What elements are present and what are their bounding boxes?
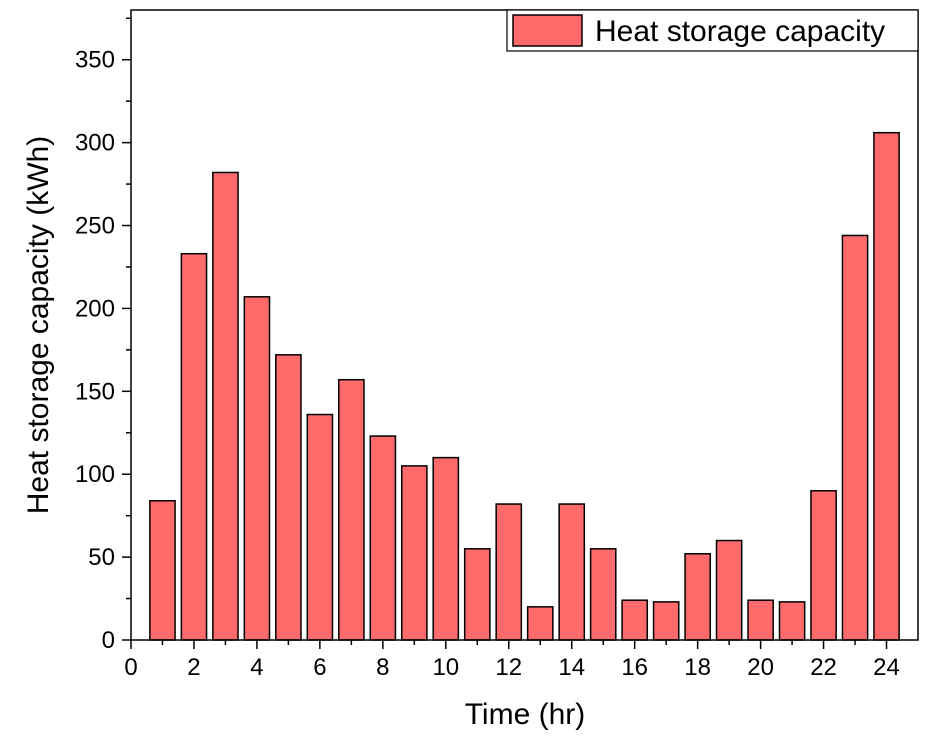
legend-swatch <box>512 14 583 47</box>
legend: Heat storage capacity <box>506 9 919 52</box>
x-tick-label: 24 <box>873 654 900 681</box>
x-tick-label: 18 <box>684 654 711 681</box>
bar-hour-17 <box>652 601 680 641</box>
x-axis-label: Time (hr) <box>465 698 586 731</box>
bar-hour-23 <box>841 234 869 641</box>
bar-hour-4 <box>243 296 271 641</box>
y-tick-label: 300 <box>75 130 115 157</box>
bar-series <box>149 131 900 641</box>
bar-hour-5 <box>275 354 302 641</box>
y-tick-label: 200 <box>75 295 115 322</box>
x-tick-label: 2 <box>187 654 200 681</box>
x-tick-label: 10 <box>432 654 459 681</box>
x-tick-label: 8 <box>376 654 389 681</box>
bar-hour-2 <box>180 252 208 641</box>
bar-hour-9 <box>400 465 428 641</box>
y-tick-label: 350 <box>75 47 115 74</box>
bar-hour-3 <box>212 171 239 641</box>
y-tick-label: 50 <box>88 544 115 571</box>
bar-hour-24 <box>873 131 900 641</box>
bar-hour-12 <box>495 503 523 641</box>
bar-hour-6 <box>306 413 334 641</box>
x-tick-label: 20 <box>747 654 774 681</box>
y-tick-label: 150 <box>75 378 115 405</box>
x-tick-label: 22 <box>810 654 837 681</box>
bar-hour-15 <box>589 548 617 641</box>
bar-hour-1 <box>149 499 176 641</box>
bar-hour-7 <box>338 378 365 641</box>
x-axis-ticks: 0 2 4 6 8 10 12 14 16 18 20 22 24 <box>124 640 900 681</box>
bar-hour-11 <box>463 548 491 641</box>
bar-hour-16 <box>621 599 649 641</box>
y-tick-label: 100 <box>75 461 115 488</box>
bar-hour-8 <box>369 435 397 641</box>
y-tick-label: 0 <box>102 627 115 654</box>
x-tick-label: 16 <box>621 654 648 681</box>
y-axis-label: Heat storage capacity (kWh) <box>22 136 55 514</box>
bar-hour-21 <box>778 601 806 641</box>
x-tick-label: 0 <box>124 654 137 681</box>
bar-hour-20 <box>747 599 774 641</box>
legend-label: Heat storage capacity <box>595 15 885 48</box>
x-tick-label: 12 <box>495 654 522 681</box>
x-tick-label: 6 <box>313 654 326 681</box>
y-axis-ticks: 0 50 100 150 200 250 300 350 <box>75 17 131 654</box>
bar-hour-19 <box>715 539 743 641</box>
bar-hour-22 <box>810 490 837 641</box>
bar-hour-10 <box>432 456 460 641</box>
y-tick-label: 250 <box>75 213 115 240</box>
bar-hour-14 <box>558 503 586 641</box>
bar-hour-13 <box>526 606 554 641</box>
x-tick-label: 14 <box>558 654 585 681</box>
bar-hour-18 <box>684 553 711 641</box>
x-tick-label: 4 <box>250 654 263 681</box>
